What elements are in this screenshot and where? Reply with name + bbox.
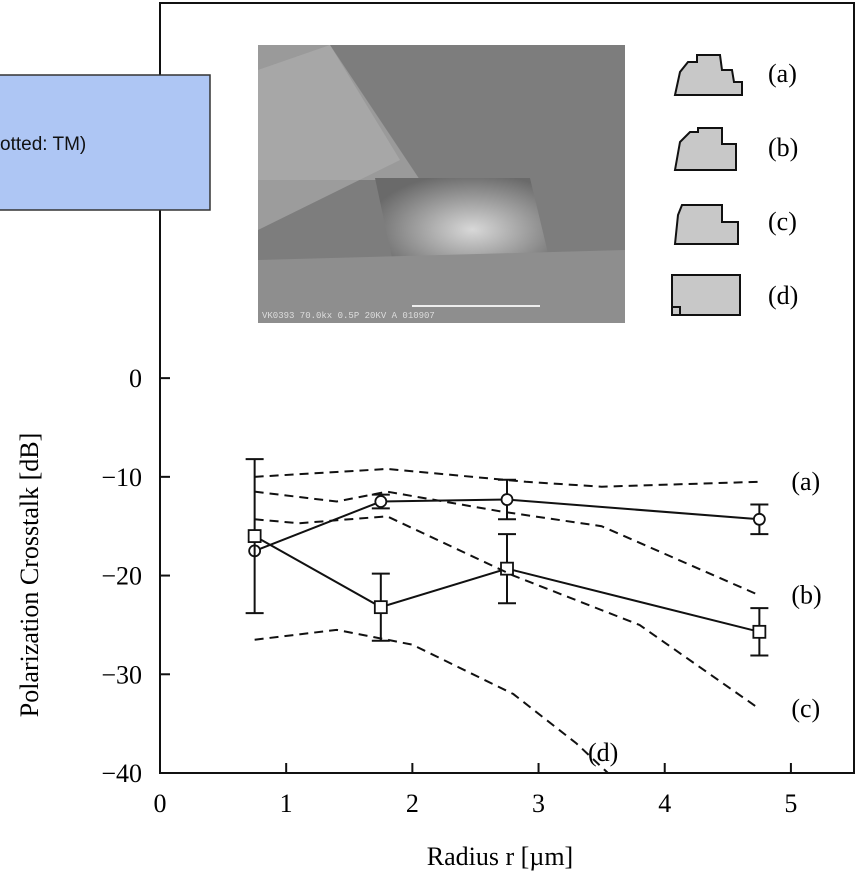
curve-label: (c) [791,694,820,723]
x-tick-label: 5 [784,789,797,818]
inset-legend [671,54,743,316]
y-tick-label: 0 [129,364,142,393]
data-point [752,512,766,526]
measured-curve [254,535,760,633]
x-tick-label: 3 [532,789,545,818]
measured-curve [254,498,760,552]
curve-label: (a) [791,467,820,496]
simulated-curve [254,515,760,710]
y-tick-label: −20 [101,562,142,591]
y-tick-label: −10 [101,463,142,492]
sem-caption: VK0393 70.0kx 0.5P 20KV A 010907 [262,311,435,321]
curve-label: (b) [791,580,821,609]
overlay-box: otted: TM) [0,74,211,211]
simulated-curve [254,490,760,597]
data-point [373,600,388,615]
sem-inset: VK0393 70.0kx 0.5P 20KV A 010907 [258,45,625,323]
data-point [500,493,514,506]
overlay-text: otted: TM) [0,134,86,155]
x-tick-label: 1 [280,789,293,818]
inset-legend-label: (b) [768,133,798,162]
x-tick-label: 2 [406,789,419,818]
x-axis-title: Radius r [µm] [427,842,573,871]
inset-legend-label: (a) [768,59,797,88]
plot-frame [159,2,855,774]
simulated-curve [254,467,760,488]
y-tick-label: −30 [101,660,142,689]
inset-legend-label: (d) [768,281,798,310]
curve-label: (d) [588,738,618,767]
data-point [247,529,262,543]
data-point [374,495,388,508]
x-tick-label: 0 [154,789,167,818]
data-point [752,624,767,639]
data-point [500,561,514,576]
x-tick-label: 4 [658,789,671,818]
simulated-curve [254,628,609,774]
inset-legend-label: (c) [768,207,797,236]
y-axis-title: Polarization Crosstalk [dB] [15,433,44,718]
y-tick-label: −40 [101,759,142,788]
